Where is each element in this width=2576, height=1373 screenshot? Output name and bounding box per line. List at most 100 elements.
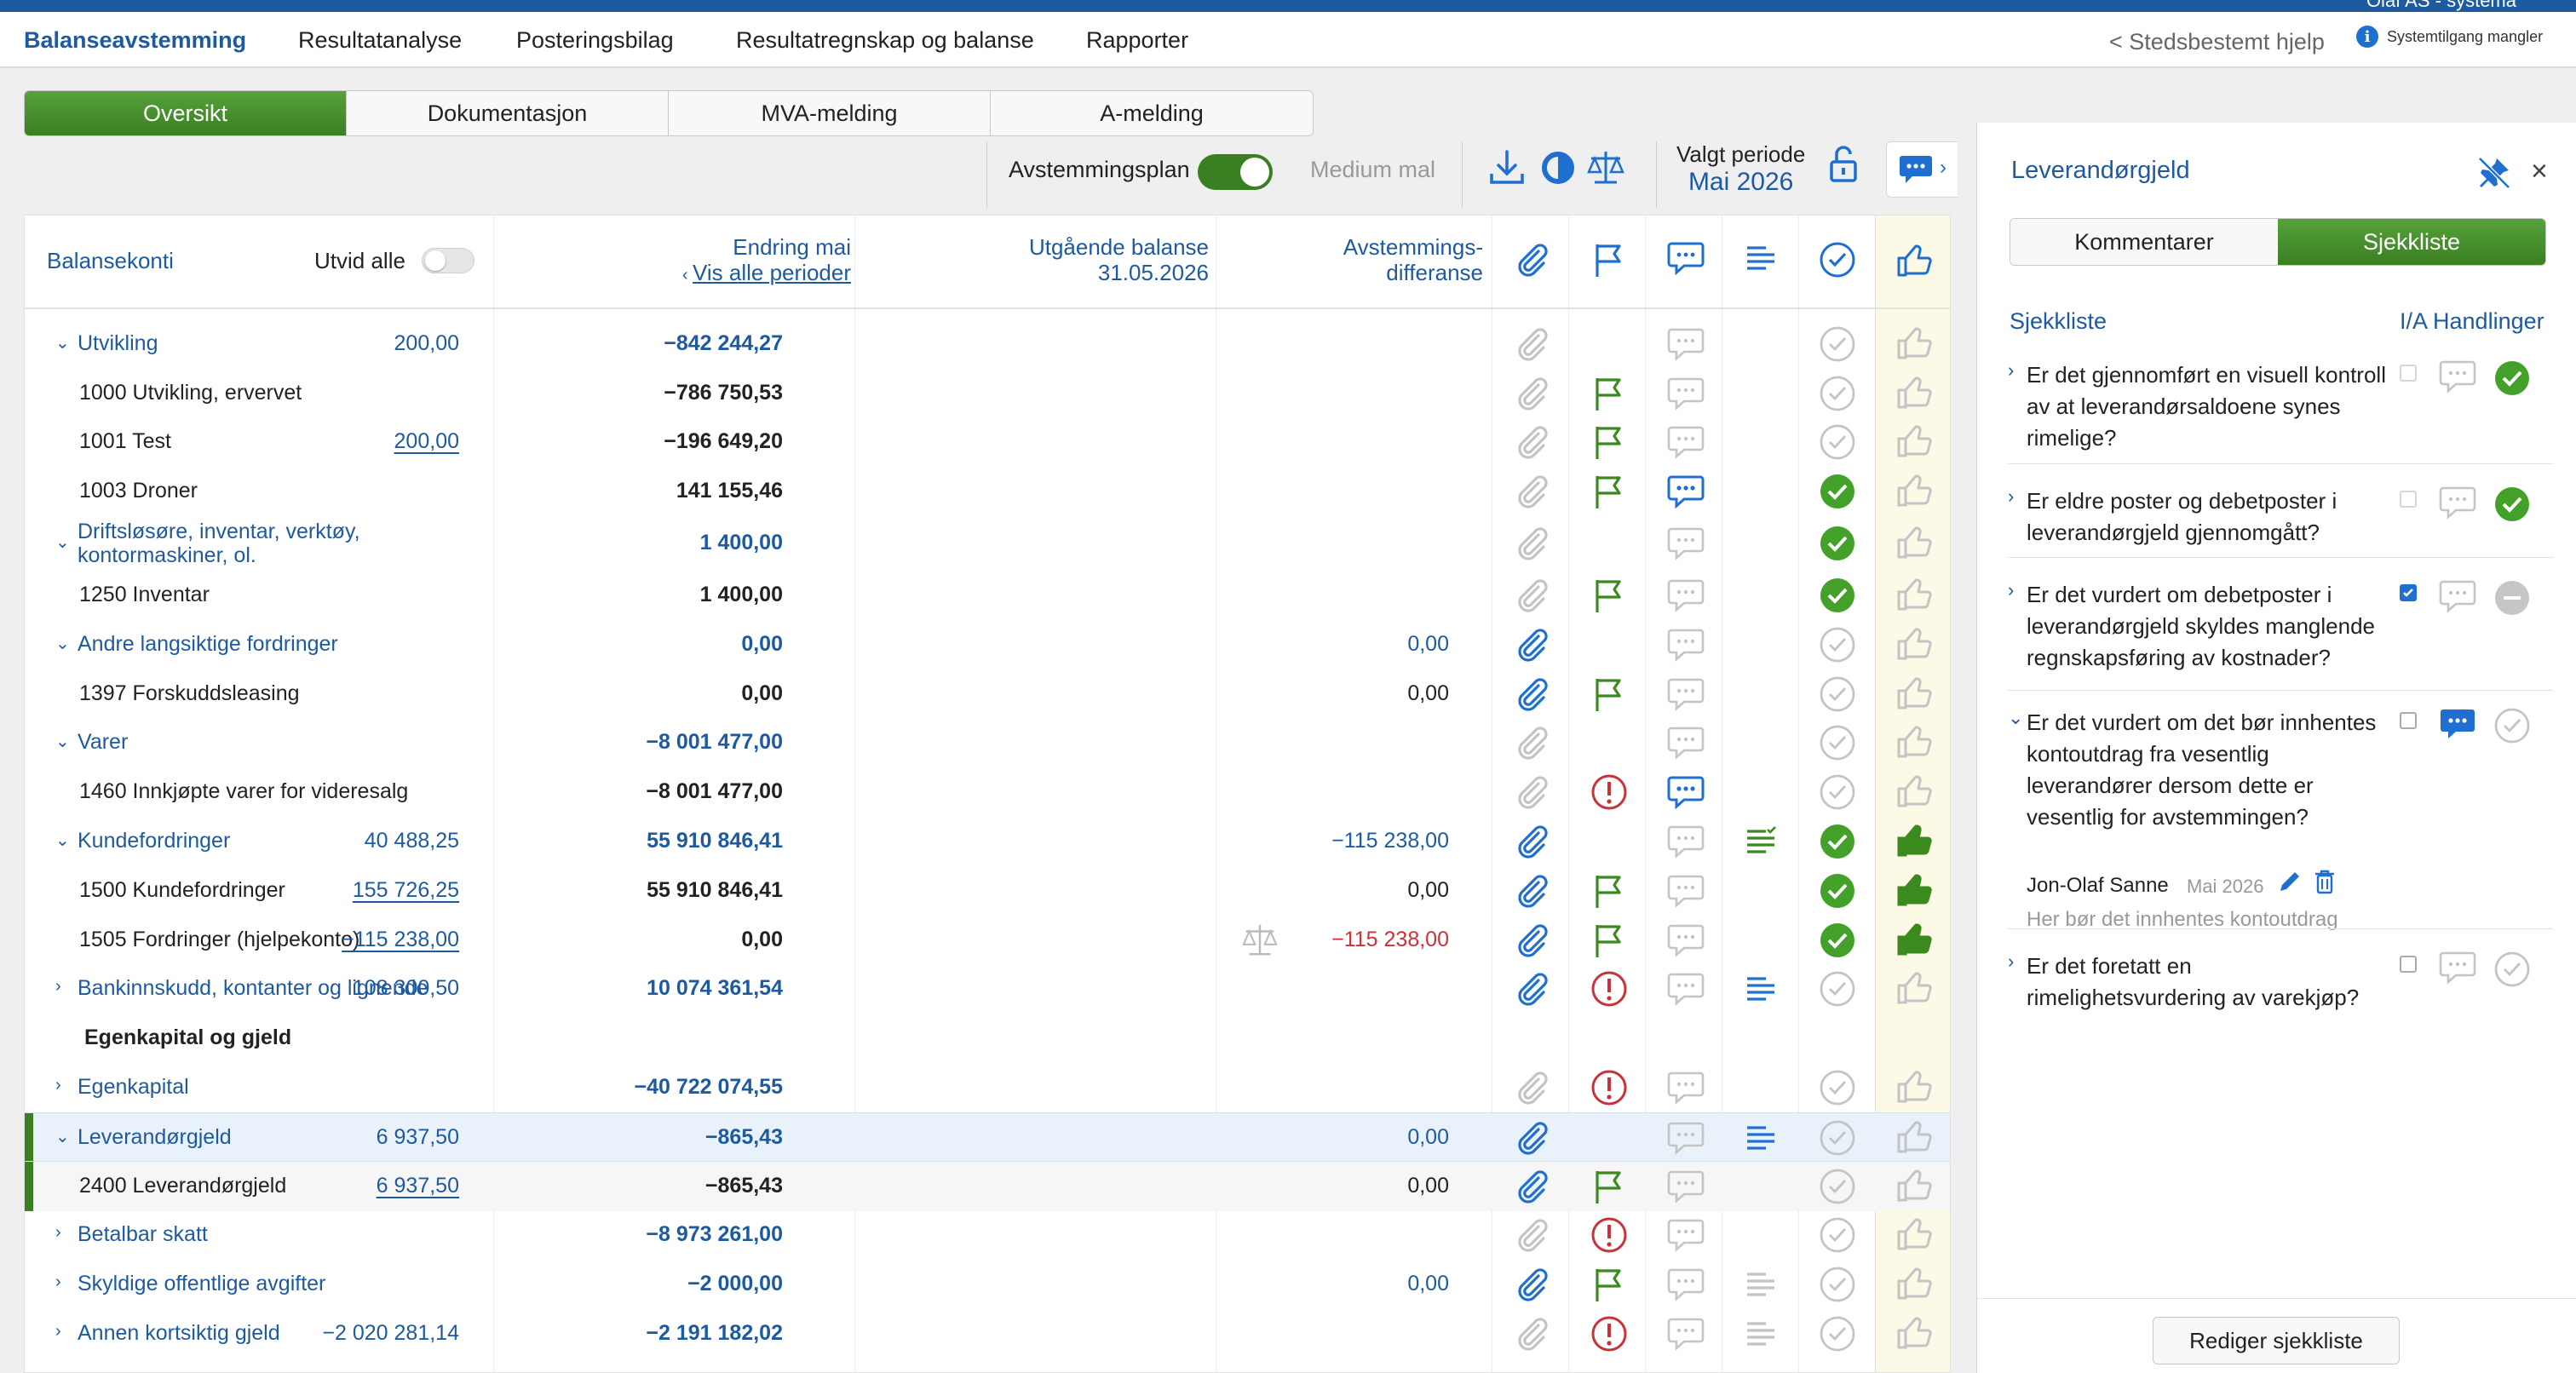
reconciled-check-icon[interactable] [1819, 1216, 1856, 1254]
attachment-icon[interactable] [1514, 1216, 1548, 1254]
attachment-icon[interactable] [1514, 970, 1548, 1008]
thumbs-up-icon[interactable] [1895, 968, 1933, 1006]
thumbs-up-icon[interactable] [1895, 624, 1933, 662]
attachment-icon[interactable] [1514, 423, 1548, 461]
chevron-right-icon[interactable]: › [55, 977, 61, 997]
context-help-link[interactable]: < Stedsbestemt hjelp [2109, 29, 2325, 55]
attachment-icon[interactable] [1514, 325, 1548, 363]
checklist-header-icon[interactable] [1744, 241, 1778, 275]
comment-icon[interactable] [1667, 1317, 1705, 1351]
comment-icon[interactable] [1667, 1169, 1705, 1204]
group-row[interactable]: › Egenkapital −40 722 074,55 [25, 1063, 1950, 1112]
group-row[interactable]: › Bankinnskudd, kontanter og lignende 108 … [25, 965, 1950, 1014]
flag-icon[interactable] [1592, 577, 1626, 614]
reconciled-check-icon[interactable] [1819, 823, 1856, 860]
account-row[interactable]: 1397 Forskuddsleasing 0,00 0,00 [25, 669, 1950, 719]
change-value[interactable]: 6 937,50 [376, 1173, 459, 1198]
thumbs-up-icon[interactable] [1895, 821, 1933, 859]
comment-icon[interactable] [1667, 578, 1705, 612]
thumbs-up-icon[interactable] [1895, 575, 1933, 612]
change-value[interactable]: 155 726,25 [352, 877, 459, 902]
alert-icon[interactable] [1590, 970, 1628, 1008]
comment-icon[interactable] [2439, 707, 2476, 741]
group-label[interactable]: Betalbar skatt [78, 1222, 208, 1247]
reconciled-check-icon[interactable] [1819, 773, 1856, 811]
thumbs-up-icon[interactable] [1895, 722, 1933, 760]
group-row[interactable]: › Annen kortsiktig gjeld −2 020 281,14 −2 1… [25, 1309, 1950, 1359]
group-label[interactable]: Driftsløsøre, inventar, verktøy, [78, 520, 360, 544]
tab-kommentarer[interactable]: Kommentarer [2010, 219, 2278, 265]
attachment-header-icon[interactable] [1514, 241, 1548, 279]
reconciled-check-icon[interactable] [1819, 577, 1856, 614]
tab-dokumentasjon[interactable]: Dokumentasjon [347, 91, 669, 135]
status-check-icon[interactable] [2493, 359, 2531, 397]
period-selector[interactable]: Valgt periode Mai 2026 [1676, 141, 1805, 197]
checklist-icon[interactable] [1744, 1318, 1778, 1349]
attachment-icon[interactable] [1514, 823, 1548, 860]
tab-a-melding[interactable]: A-melding [991, 91, 1313, 135]
group-label[interactable]: Andre langsiktige fordringer [78, 631, 338, 656]
comment-icon[interactable] [1667, 1267, 1705, 1302]
unlock-icon[interactable] [1826, 143, 1860, 184]
chevron-right-icon[interactable]: › [2008, 359, 2015, 381]
attachment-icon[interactable] [1514, 1119, 1548, 1157]
template-label[interactable]: Medium mal [1310, 157, 1436, 182]
group-row[interactable]: › Skyldige offentlige avgifter −2 000,00 0,… [25, 1260, 1950, 1309]
reconciled-check-icon[interactable] [1819, 473, 1856, 510]
comment-icon[interactable] [2439, 951, 2476, 985]
alert-icon[interactable] [1590, 1216, 1628, 1254]
na-checkbox[interactable] [2400, 491, 2417, 508]
group-label[interactable]: Skyldige offentlige avgifter [78, 1272, 326, 1296]
checklist-icon[interactable] [1744, 974, 1778, 1004]
thumbs-up-icon[interactable] [1895, 674, 1933, 711]
na-checkbox[interactable] [2400, 584, 2417, 601]
nav-rapporter[interactable]: Rapporter [1086, 27, 1189, 53]
comment-icon[interactable] [1667, 1218, 1705, 1253]
reconciled-check-icon[interactable] [1819, 675, 1856, 713]
thumbs-up-icon[interactable] [1895, 471, 1933, 508]
tab-sjekkliste[interactable]: Sjekkliste [2278, 219, 2545, 265]
reconciled-check-icon[interactable] [1819, 1315, 1856, 1353]
account-row[interactable]: 1003 Droner 141 155,46 [25, 467, 1950, 516]
comment-icon[interactable] [1667, 628, 1705, 662]
alert-icon[interactable] [1590, 1069, 1628, 1106]
tab-mva-melding[interactable]: MVA-melding [669, 91, 991, 135]
flag-icon[interactable] [1592, 872, 1626, 910]
attachment-icon[interactable] [1514, 724, 1548, 761]
thumbs-up-icon[interactable] [1895, 920, 1933, 957]
reconciled-check-icon[interactable] [1819, 375, 1856, 412]
system-access-notice[interactable]: i Systemtilgang mangler [2356, 26, 2543, 48]
nav-posteringsbilag[interactable]: Posteringsbilag [516, 27, 674, 53]
reconciled-check-icon[interactable] [1819, 325, 1856, 363]
chevron-down-icon[interactable]: ⌄ [55, 1127, 70, 1146]
account-row[interactable]: 1460 Innkjøpte varer for videresalg −8 00… [25, 767, 1950, 817]
chevron-right-icon[interactable]: › [2008, 485, 2015, 507]
attachment-icon[interactable] [1514, 1266, 1548, 1303]
reconciled-check-icon[interactable] [1819, 970, 1856, 1008]
change-value[interactable]: −115 238,00 [342, 927, 459, 951]
thumbs-up-icon[interactable] [1895, 1067, 1933, 1105]
comment-icon[interactable] [1667, 526, 1705, 561]
account-row[interactable]: 2400 Leverandørgjeld 6 937,50 −865,43 0,00 [25, 1161, 1950, 1211]
thumbs-up-icon[interactable] [1895, 1166, 1933, 1204]
group-label[interactable]: Kundefordringer [78, 829, 231, 853]
group-row[interactable]: ⌄ Andre langsiktige fordringer 0,00 0,00 [25, 620, 1950, 669]
scale-icon[interactable] [1241, 922, 1279, 959]
attachment-icon[interactable] [1514, 577, 1548, 614]
tab-oversikt[interactable]: Oversikt [25, 91, 347, 135]
chevron-down-icon[interactable]: ⌄ [55, 732, 70, 752]
check-header-icon[interactable] [1819, 241, 1856, 279]
thumbs-up-icon[interactable] [1895, 1264, 1933, 1301]
comment-icon[interactable] [1667, 376, 1705, 411]
attachment-icon[interactable] [1514, 1315, 1548, 1353]
download-icon[interactable] [1487, 148, 1527, 187]
flag-header-icon[interactable] [1592, 241, 1626, 279]
group-label[interactable]: Egenkapital [78, 1075, 189, 1100]
comment-icon[interactable] [1667, 775, 1705, 810]
comment-icon[interactable] [1667, 824, 1705, 859]
progress-ring-icon[interactable] [1538, 148, 1578, 187]
scale-icon[interactable] [1586, 148, 1625, 187]
group-label[interactable]: Utvikling [78, 330, 158, 355]
comment-icon[interactable] [1667, 874, 1705, 908]
all-periods-link[interactable]: ‹ Vis alle perioder [681, 260, 851, 285]
